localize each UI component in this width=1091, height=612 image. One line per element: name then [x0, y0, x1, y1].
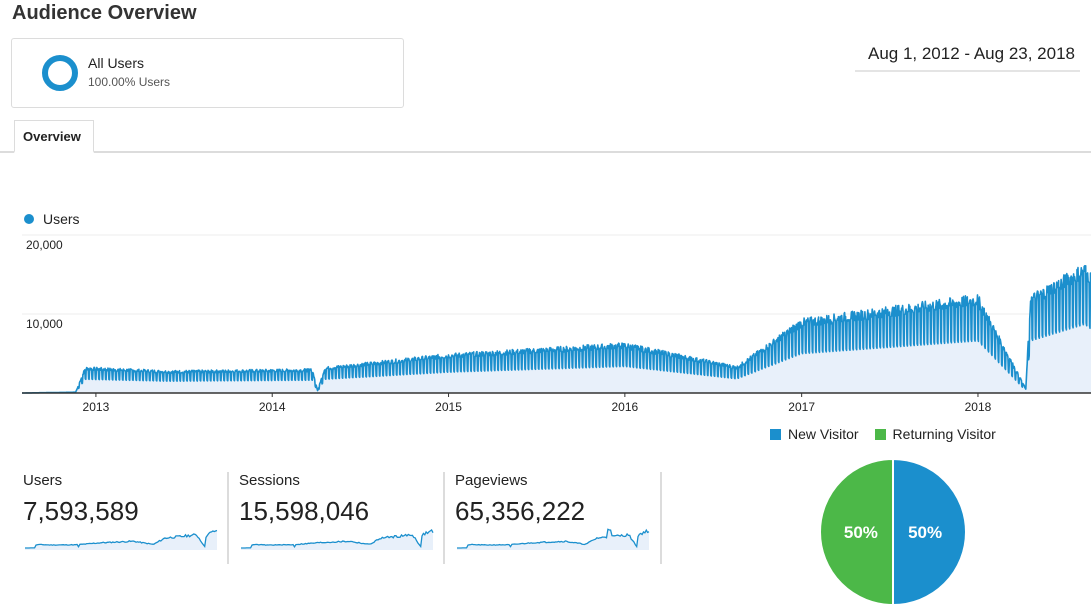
segment-donut-icon [42, 55, 78, 91]
y-tick-10000: 10,000 [26, 317, 63, 331]
sparkline-line [241, 529, 434, 549]
sparkline-area [25, 530, 217, 550]
x-tick-label-2014: 2014 [259, 400, 286, 414]
users-area-fill [22, 265, 1091, 393]
metric-pageviews[interactable]: Pageviews 65,356,222 [455, 472, 662, 564]
users-series-line [21, 265, 1091, 394]
sparkline-line [25, 529, 218, 549]
metric-users-sparkline [25, 529, 218, 550]
x-tick-label-2018: 2018 [965, 400, 992, 414]
metric-pageviews-label: Pageviews [455, 472, 528, 489]
metric-users[interactable]: Users 7,593,589 [23, 472, 229, 564]
users-line-chart: 20,000 10,000 2013 2014 2015 2016 2017 2018 [21, 234, 1091, 414]
chart-legend-users[interactable]: Users [24, 211, 80, 227]
metric-users-label: Users [23, 472, 63, 489]
pie-legend-returning-label: Returning Visitor [892, 426, 996, 442]
page-title: Audience Overview [12, 2, 197, 24]
metric-sessions-label: Sessions [239, 472, 300, 489]
x-tick-label-2016: 2016 [612, 400, 639, 414]
segment-card-all-users[interactable]: All Users 100.00% Users [11, 38, 404, 108]
metric-users-value: 7,593,589 [23, 496, 139, 526]
metric-pageviews-value: 65,356,222 [455, 496, 586, 526]
segment-percent: 100.00% Users [88, 75, 171, 89]
x-tick-label-2015: 2015 [435, 400, 462, 414]
legend-users-label: Users [43, 211, 80, 227]
pie-label-new-visitor: 50% [908, 523, 942, 542]
pie-slice-new-visitor[interactable] [892, 457, 967, 607]
x-tick-label-2017: 2017 [788, 400, 815, 414]
sparkline-line [457, 528, 650, 549]
sparkline-area [241, 530, 433, 550]
pie-label-returning-visitor: 50% [844, 523, 878, 542]
x-tick-label-2013: 2013 [83, 400, 110, 414]
returning-visitor-swatch-icon [874, 428, 886, 440]
pie-legend-new-label: New Visitor [788, 426, 859, 442]
metric-sessions-sparkline [241, 529, 434, 550]
pie-legend-new-visitor[interactable]: New Visitor [770, 426, 859, 442]
pie-legend: New Visitor Returning Visitor [770, 426, 1012, 442]
metric-sessions[interactable]: Sessions 15,598,046 [239, 472, 445, 564]
sparkline-area [457, 529, 649, 550]
metric-sessions-value: 15,598,046 [239, 496, 370, 526]
tab-overview[interactable]: Overview [14, 120, 94, 153]
new-visitor-swatch-icon [770, 428, 781, 440]
pie-slice-returning-visitor[interactable] [819, 457, 894, 607]
y-tick-20000: 20,000 [26, 238, 63, 252]
tab-bar: Overview [0, 120, 1091, 153]
date-range-picker[interactable]: Aug 1, 2012 - Aug 23, 2018 [855, 40, 1080, 72]
visitor-type-pie-chart: 50% 50% [819, 457, 967, 607]
legend-dot-icon [24, 214, 34, 224]
segment-name: All Users [88, 55, 145, 71]
pie-legend-returning-visitor[interactable]: Returning Visitor [874, 426, 996, 442]
metric-pageviews-sparkline [457, 528, 650, 550]
